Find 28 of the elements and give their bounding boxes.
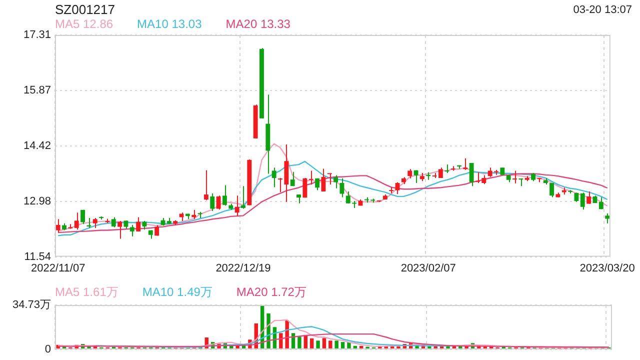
bar	[279, 333, 283, 349]
y-tick-label: 11.54	[24, 250, 51, 263]
text: MA5 12.86	[55, 17, 114, 31]
bar	[298, 336, 302, 349]
candlestick	[68, 224, 73, 230]
y-tick-label: 0	[44, 343, 51, 356]
text: 03-20 13:07	[573, 4, 632, 16]
bar	[310, 338, 314, 349]
text: MA10 1.49万	[142, 285, 212, 299]
bar	[316, 340, 320, 349]
candlestick	[327, 173, 332, 186]
x-tick-label: 2022/11/07	[30, 262, 86, 274]
y-tick-label: 15.87	[23, 84, 51, 96]
x-tick-label: 2022/12/19	[216, 262, 271, 274]
text: MA20 13.33	[226, 17, 290, 31]
x-tick-label: 2023/02/07	[400, 262, 456, 274]
bar	[328, 340, 332, 349]
text: MA10 13.03	[137, 17, 202, 31]
x-tick-label: 2023/03/20	[580, 262, 635, 274]
y-tick-label: 12.98	[23, 195, 51, 208]
bar	[322, 338, 326, 349]
y-tick-label: 17.31	[23, 29, 51, 42]
chart-title: SZ001217	[55, 2, 115, 17]
y-tick-label: 14.42	[23, 140, 51, 152]
y-tick-label: 34.73万	[12, 299, 51, 312]
text: MA5 1.61万	[55, 285, 118, 299]
bar	[334, 340, 338, 349]
text: MA20 1.72万	[236, 285, 306, 299]
